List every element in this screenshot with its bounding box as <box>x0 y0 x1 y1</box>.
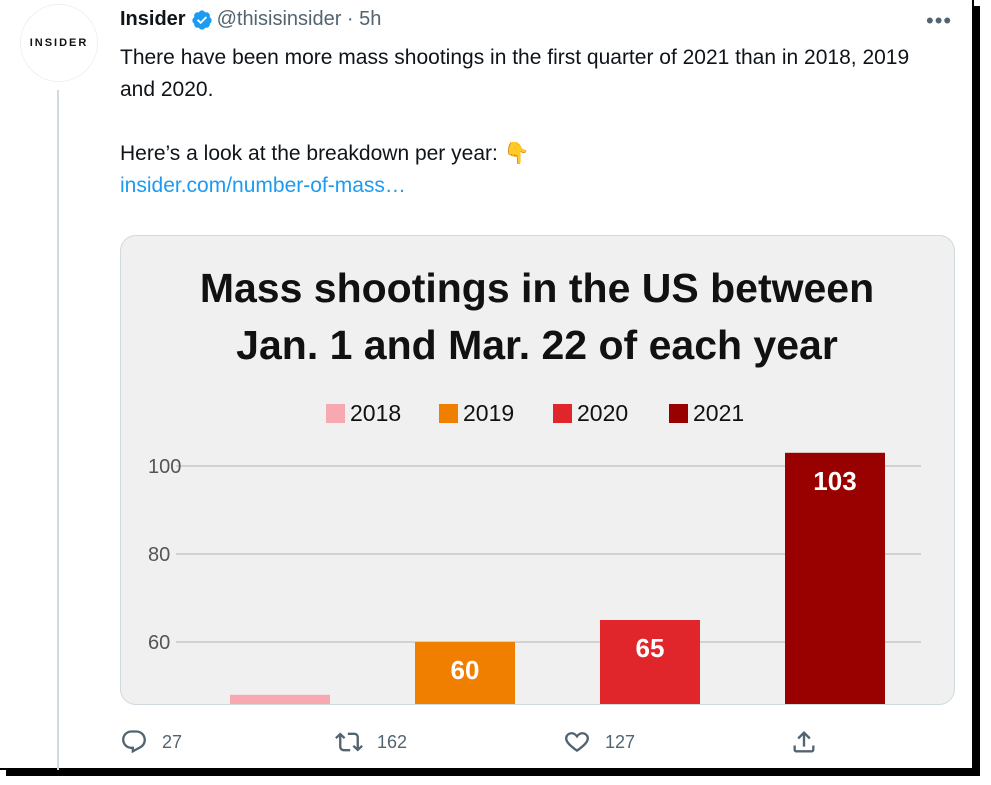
like-count: 127 <box>605 731 636 752</box>
y-tick-60: 60 <box>148 632 170 654</box>
avatar-logo: INSIDER <box>29 37 89 49</box>
author-name[interactable]: Insider <box>120 8 186 30</box>
chart-title-line1: Mass shootings in the US between <box>200 265 874 311</box>
retweet-button[interactable]: 162 <box>335 728 407 756</box>
bar-2020 <box>600 620 700 704</box>
verified-badge-icon <box>191 9 212 30</box>
thread-line <box>57 90 59 770</box>
bar-label-2019: 60 <box>451 655 480 685</box>
legend-label-2020: 2020 <box>577 400 628 426</box>
y-tick-80: 80 <box>148 544 170 566</box>
tweet-text: There have been more mass shootings in t… <box>120 42 940 202</box>
reply-button[interactable]: 27 <box>120 728 182 756</box>
reply-icon <box>122 730 146 754</box>
legend-swatch-2020 <box>553 404 572 423</box>
retweet-count: 162 <box>377 731 408 752</box>
chart-title-line2: Jan. 1 and Mar. 22 of each year <box>236 322 838 368</box>
bar-chart: Mass shootings in the US between Jan. 1 … <box>148 265 921 704</box>
retweet-icon <box>335 732 363 752</box>
avatar[interactable]: INSIDER <box>20 4 98 82</box>
legend-label-2018: 2018 <box>350 400 401 426</box>
action-bar: 27 162 127 <box>120 728 840 758</box>
legend-swatch-2021 <box>669 404 688 423</box>
author-handle[interactable]: @thisisinsider <box>216 8 342 30</box>
y-tick-100: 100 <box>148 456 181 478</box>
bar-2018 <box>230 694 330 704</box>
chart-legend: 2018 2019 2020 2021 <box>326 400 744 426</box>
tweet-text-line2: Here’s a look at the breakdown per year:… <box>120 142 530 165</box>
legend-swatch-2018 <box>326 404 345 423</box>
media-card[interactable]: Mass shootings in the US between Jan. 1 … <box>120 235 955 705</box>
share-icon <box>793 731 815 753</box>
bar-2019 <box>415 642 515 704</box>
like-button[interactable]: 127 <box>563 728 635 756</box>
like-icon <box>565 732 589 752</box>
tweet-link[interactable]: insider.com/number-of-mass… <box>120 174 406 197</box>
separator: · <box>341 8 360 30</box>
tweet-time[interactable]: 5h <box>359 8 382 30</box>
bar-2021 <box>785 452 885 704</box>
bar-label-2020: 65 <box>636 633 665 663</box>
tweet-card: INSIDER Insider @thisisinsider · 5h ••• … <box>0 0 974 770</box>
tweet-text-line1: There have been more mass shootings in t… <box>120 46 910 101</box>
more-icon[interactable]: ••• <box>926 8 953 33</box>
tweet-header: Insider @thisisinsider · 5h <box>120 8 381 31</box>
legend-label-2021: 2021 <box>693 400 744 426</box>
bar-label-2021: 103 <box>813 466 856 496</box>
reply-count: 27 <box>162 731 183 752</box>
legend-label-2019: 2019 <box>463 400 514 426</box>
chart-bars: 60 65 103 <box>230 452 885 704</box>
legend-swatch-2019 <box>439 404 458 423</box>
share-button[interactable] <box>790 728 832 756</box>
